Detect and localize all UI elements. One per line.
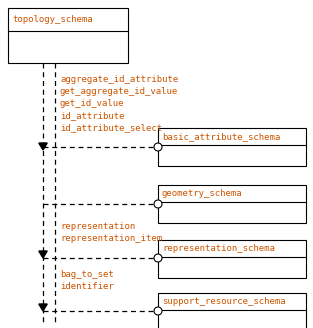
Text: get_id_value: get_id_value: [60, 99, 125, 108]
Text: bag_to_set: bag_to_set: [60, 270, 114, 279]
Circle shape: [154, 200, 162, 208]
Circle shape: [154, 307, 162, 315]
Bar: [158, 293, 306, 328]
Polygon shape: [39, 251, 47, 258]
Text: id_attribute_select: id_attribute_select: [60, 123, 162, 132]
Text: representation_item: representation_item: [60, 234, 162, 243]
Circle shape: [154, 254, 162, 262]
Bar: [158, 128, 306, 166]
Text: aggregate_id_attribute: aggregate_id_attribute: [60, 75, 178, 84]
Bar: [158, 240, 306, 278]
Polygon shape: [39, 143, 47, 150]
Bar: [8, 8, 128, 63]
Text: get_aggregate_id_value: get_aggregate_id_value: [60, 87, 178, 96]
Text: basic_attribute_schema: basic_attribute_schema: [162, 132, 280, 141]
Text: representation: representation: [60, 222, 135, 231]
Text: representation_schema: representation_schema: [162, 244, 275, 253]
Text: support_resource_schema: support_resource_schema: [162, 297, 286, 306]
Text: geometry_schema: geometry_schema: [162, 189, 243, 198]
Text: identifier: identifier: [60, 282, 114, 291]
Polygon shape: [39, 304, 47, 311]
Text: id_attribute: id_attribute: [60, 111, 125, 120]
Text: topology_schema: topology_schema: [12, 15, 93, 24]
Circle shape: [154, 143, 162, 151]
Bar: [158, 185, 306, 223]
